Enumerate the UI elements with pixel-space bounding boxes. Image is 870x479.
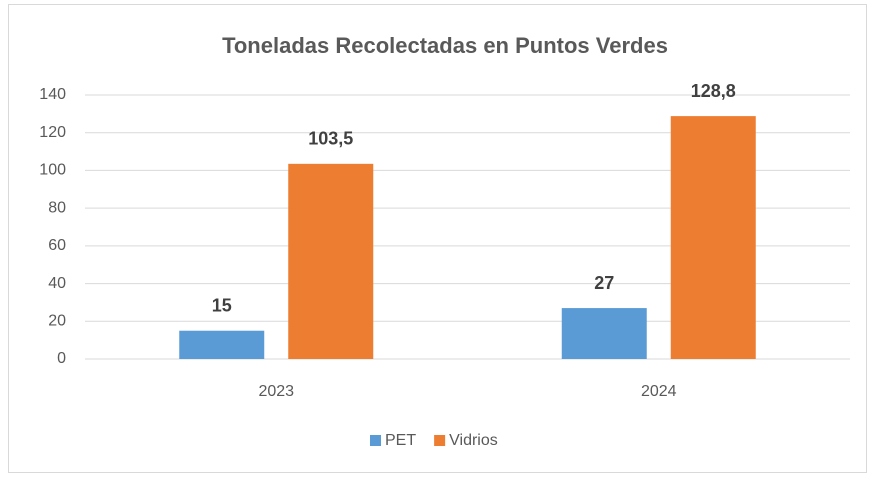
legend-label: Vidrios [449, 432, 498, 449]
y-tick-label: 20 [48, 313, 66, 330]
bar [561, 308, 647, 359]
data-label: 128,8 [691, 81, 736, 101]
y-tick-label: 40 [48, 275, 66, 292]
y-tick-label: 80 [48, 199, 66, 216]
y-tick-label: 140 [39, 86, 66, 103]
bar [179, 330, 265, 359]
data-label: 15 [212, 295, 232, 315]
legend-swatch [370, 435, 381, 446]
y-tick-label: 100 [39, 162, 66, 179]
y-tick-label: 120 [39, 124, 66, 141]
x-tick-label: 2023 [258, 383, 294, 400]
y-tick-label: 0 [57, 350, 66, 367]
y-tick-label: 60 [48, 237, 66, 254]
legend-label: PET [385, 432, 416, 449]
bar [670, 116, 756, 360]
x-tick-label: 2024 [641, 383, 677, 400]
data-label: 103,5 [308, 129, 353, 149]
legend-swatch [434, 435, 446, 446]
bar [288, 163, 374, 359]
data-label: 27 [594, 273, 614, 293]
chart-title: Toneladas Recolectadas en Puntos Verdes [222, 33, 668, 58]
